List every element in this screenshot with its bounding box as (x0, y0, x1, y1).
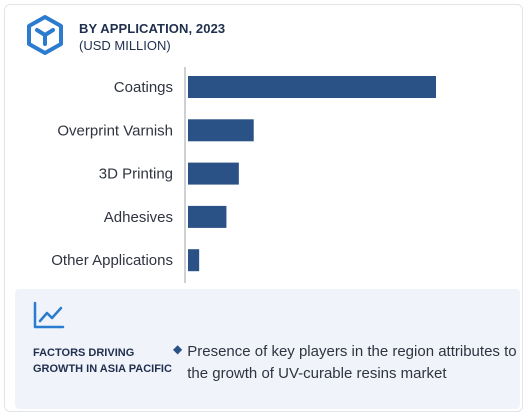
bar (188, 162, 239, 185)
chart-header: BY APPLICATION, 2023 (USD MILLION) (23, 13, 225, 57)
bar (188, 205, 227, 228)
chart-title: BY APPLICATION, 2023 (79, 21, 226, 36)
bar (188, 249, 200, 272)
growth-factors-panel: FACTORS DRIVING GROWTH IN ASIA PACIFIC ◆… (15, 289, 520, 409)
category-label: Overprint Varnish (57, 122, 173, 139)
infographic-card: BY APPLICATION, 2023 (USD MILLION) Coati… (4, 4, 523, 412)
diamond-bullet-icon: ◆ (173, 342, 183, 356)
category-label: 3D Printing (99, 166, 173, 183)
line-chart-icon (33, 301, 65, 329)
bar-chart: Coatings Overprint Varnish 3D Printing Adhe… (51, 67, 436, 283)
bar (188, 119, 254, 142)
factors-heading: FACTORS DRIVING GROWTH IN ASIA PACIFIC (33, 347, 172, 375)
cube-logo-icon (27, 15, 63, 55)
category-label: Other Applications (51, 252, 173, 269)
category-label: Coatings (114, 79, 173, 96)
factor-item: ◆ Presence of key players in the region … (173, 341, 518, 385)
chart-subtitle: (USD MILLION) (79, 38, 171, 53)
category-label: Adhesives (104, 209, 173, 226)
factor-text: Presence of key players in the region at… (187, 343, 517, 382)
bar (188, 76, 436, 98)
